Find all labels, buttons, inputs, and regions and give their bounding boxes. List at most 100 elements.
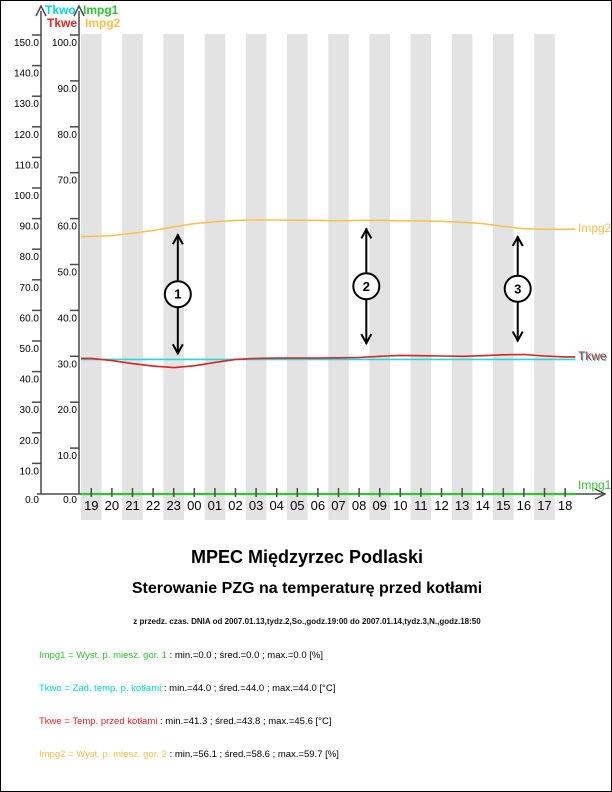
x-tick-label: 11 <box>414 498 428 513</box>
hour-band <box>204 34 226 520</box>
y-tick-label: 30.0 <box>20 405 40 416</box>
y-tick-label: 40.0 <box>20 375 40 386</box>
y-tick-label: 150.0 <box>14 38 39 49</box>
y-tick-label: 110.0 <box>15 160 40 171</box>
legend-line-impg1: Impg1 = Wyst. p. miesz. gor. 1 : min.=0.… <box>39 650 339 661</box>
axis-name-tkwe: Tkwe <box>47 16 77 30</box>
axis-name-tkwo: Tkwo <box>45 3 76 17</box>
marker-number: 3 <box>514 281 521 296</box>
legend-line-tkwo: Tkwo = Zad. temp. p. kotłami : min.=44.0… <box>39 683 339 694</box>
legend-series-name: Tkwe = Temp. przed kotłami <box>39 716 158 727</box>
y-tick-label: 100.0 <box>14 191 39 202</box>
legend-series-stats: : min.=41.3 ; śred.=43.8 ; max.=45.6 [°C… <box>157 716 332 727</box>
legend-series-stats: : min.=0.0 ; śred.=0.0 ; max.=0.0 [%] <box>166 650 323 661</box>
legend-series-stats: : min.=56.1 ; śred.=58.6 ; max.=59.7 [%] <box>166 749 339 760</box>
hour-band <box>122 34 143 520</box>
y-tick-label: 140.0 <box>14 69 39 80</box>
arrow-down-icon <box>511 331 524 343</box>
y-tick-label: 0.0 <box>63 495 77 506</box>
marker-circle <box>503 274 532 303</box>
legend-line-tkwe: Tkwe = Temp. przed kotłami : min.=41.3 ;… <box>39 716 339 727</box>
x-tick-label: 01 <box>208 498 222 513</box>
y-tick-label: 60.0 <box>58 222 78 233</box>
marker-number: 2 <box>363 279 370 294</box>
y-tick-label: 70.0 <box>20 283 40 294</box>
hour-band <box>534 34 555 520</box>
y-tick-label: 50.0 <box>20 344 40 355</box>
axes <box>35 4 607 500</box>
time-range-caption: z przedz. czas. DNIA od 2007.01.13,tydz.… <box>133 617 481 626</box>
marker-circle <box>163 280 192 309</box>
y-tick-label: 30.0 <box>58 359 78 370</box>
y-tick-label: 100.0 <box>52 38 77 49</box>
chart-subtitle: Sterowanie PZG na temperaturę przed kotł… <box>131 580 483 597</box>
y-tick-label: 10.0 <box>58 451 78 462</box>
arrow-down-icon <box>171 343 184 356</box>
x-axis-ticks: 19 20 21 22 23 00 01 02 03 04 05 06 07 08 09 10 11 12 13 14… <box>84 488 572 513</box>
x-tick-label: 12 <box>434 498 448 513</box>
trend-chart: 10.020.030.040.050.060.070.080.090.0100.… <box>14 3 612 520</box>
marker-1: 1 <box>163 233 192 356</box>
x-tick-label: 19 <box>84 498 98 513</box>
legend-series-name: Tkwo = Zad. temp. p. kotłami <box>39 683 162 694</box>
legend-series-name: Impg1 = Wyst. p. miesz. gor. 1 <box>39 650 167 661</box>
y-tick-label: 40.0 <box>58 313 78 324</box>
y-tick-label: 60.0 <box>20 313 40 324</box>
x-tick-label: 08 <box>352 498 366 513</box>
x-tick-label: 00 <box>187 498 201 513</box>
y-tick-label: 70.0 <box>58 176 78 187</box>
legend-series-name: Impg2 = Wyst. p. miesz. gor. 2 <box>39 749 167 760</box>
hour-band <box>81 34 102 520</box>
x-tick-label: 06 <box>311 498 325 513</box>
hour-band <box>287 34 308 520</box>
x-tick-label: 05 <box>290 498 304 513</box>
hour-bands <box>81 34 555 520</box>
x-tick-label: 22 <box>146 498 160 513</box>
hour-band <box>493 34 514 520</box>
y-tick-label: 20.0 <box>20 436 40 447</box>
series-label-tkwe: Tkwe <box>578 349 607 363</box>
series-label-impg2: Impg2 <box>578 221 612 235</box>
left-axis-ticks: 10.0 20.0 30.0 40.0 50.0 60.0 70.0 80.0 90.0 100.… <box>14 34 41 506</box>
x-tick-label: 21 <box>125 498 139 513</box>
arrow-up-icon <box>360 227 373 239</box>
y-tick-label: 20.0 <box>58 405 78 416</box>
marker-number: 1 <box>174 287 181 302</box>
hour-band <box>245 34 267 520</box>
axis-name-impg2: Impg2 <box>85 16 121 30</box>
x-tick-label: 09 <box>372 498 386 513</box>
hour-band <box>410 34 432 520</box>
x-tick-label: 02 <box>228 498 242 513</box>
series-impg2-line <box>81 219 576 238</box>
x-tick-label: 20 <box>105 498 119 513</box>
marker-circle <box>352 272 381 301</box>
y-tick-label: 120.0 <box>14 130 39 141</box>
x-tick-label: 18 <box>558 498 572 513</box>
series-label-impg1: Impg1 <box>578 478 612 492</box>
y-tick-label: 80.0 <box>58 130 78 141</box>
y-tick-label: 80.0 <box>20 252 40 263</box>
x-tick-label: 10 <box>393 498 407 513</box>
x-tick-label: 15 <box>496 498 510 513</box>
series-label-shadow: Tkwe <box>579 350 608 364</box>
x-tick-label: 03 <box>249 498 263 513</box>
x-tick-label: 07 <box>331 498 345 513</box>
x-tick-label: 16 <box>517 498 531 513</box>
marker-3: 3 <box>503 234 532 343</box>
y-tick-label: 50.0 <box>58 268 78 279</box>
series-lines <box>81 219 576 496</box>
arrow-up-icon <box>171 233 184 245</box>
x-tick-label: 23 <box>166 498 180 513</box>
arrow-down-icon <box>360 333 373 346</box>
hour-band <box>451 34 473 520</box>
hour-band <box>163 34 184 520</box>
y-tick-label: 90.0 <box>58 84 78 95</box>
y-tick-label: 10.0 <box>20 466 40 477</box>
inner-y-axis-arrow-icon <box>73 4 85 17</box>
x-tick-label: 04 <box>269 498 283 513</box>
hour-band <box>328 34 349 520</box>
series-tkwe-line <box>81 353 576 369</box>
